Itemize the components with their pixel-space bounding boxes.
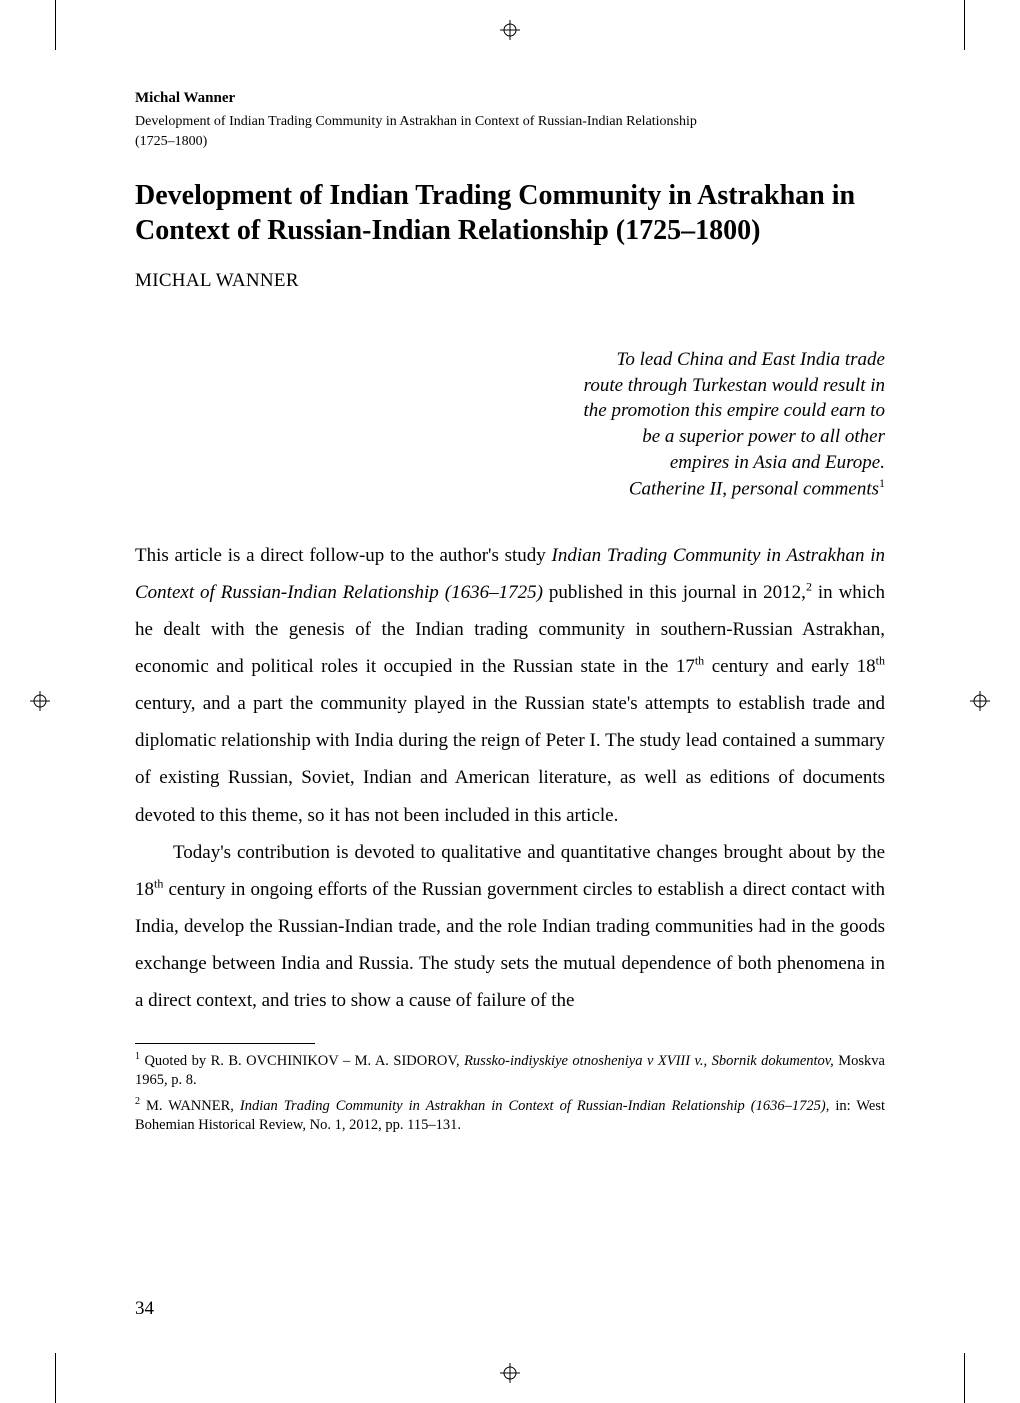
ordinal-suffix: th — [695, 654, 704, 668]
ordinal-suffix: th — [876, 654, 885, 668]
registration-mark-icon — [500, 1363, 520, 1383]
registration-mark-icon — [970, 691, 990, 711]
page-number: 34 — [135, 1298, 154, 1320]
ordinal-suffix: th — [154, 876, 163, 890]
registration-mark-icon — [500, 20, 520, 40]
author-name: MICHAL WANNER — [135, 270, 885, 292]
text-run: century and early 18 — [704, 656, 875, 677]
epigraph-line: route through Turkestan would result in — [395, 373, 885, 399]
epigraph-line: be a superior power to all other — [395, 424, 885, 450]
footnote-marker: 1 — [879, 476, 885, 490]
footnote-separator — [135, 1043, 315, 1044]
crop-mark — [55, 0, 56, 50]
text-run: Quoted by R. B. OVCHINIKOV – M. A. SIDOR… — [140, 1053, 464, 1069]
epigraph-line: empires in Asia and Europe. — [395, 450, 885, 476]
epigraph-line: the promotion this empire could earn to — [395, 398, 885, 424]
footnote: 2 M. WANNER, Indian Trading Community in… — [135, 1095, 885, 1136]
running-head-author: Michal Wanner — [135, 90, 885, 107]
text-run: century, and a part the community played… — [135, 693, 885, 825]
text-run: This article is a direct follow-up to th… — [135, 545, 552, 566]
text-italic: Russko-indiyskiye otnosheniya v XVIII v.… — [464, 1053, 834, 1069]
page-content: Michal Wanner Development of Indian Trad… — [135, 90, 885, 1320]
epigraph-line: To lead China and East India trade — [395, 347, 885, 373]
running-head-title: Development of Indian Trading Community … — [135, 111, 885, 132]
running-head-dates: (1725–1800) — [135, 134, 885, 150]
body-paragraph: This article is a direct follow-up to th… — [135, 537, 885, 833]
body-paragraph: Today's contribution is devoted to quali… — [135, 834, 885, 1019]
text-italic: Indian Trading Community in Astrakhan in… — [240, 1098, 826, 1114]
epigraph-attribution: Catherine II, personal comments1 — [395, 475, 885, 502]
text-run: century in ongoing efforts of the Russia… — [135, 879, 885, 1011]
epigraph: To lead China and East India trade route… — [395, 347, 885, 502]
epigraph-attribution-text: Catherine II, personal comments — [629, 479, 879, 500]
crop-mark — [964, 1353, 965, 1403]
text-run: M. WANNER, — [140, 1098, 240, 1114]
registration-mark-icon — [30, 691, 50, 711]
article-title: Development of Indian Trading Community … — [135, 178, 885, 248]
crop-mark — [55, 1353, 56, 1403]
crop-mark — [964, 0, 965, 50]
footnote: 1 Quoted by R. B. OVCHINIKOV – M. A. SID… — [135, 1050, 885, 1091]
text-run: published in this journal in 2012, — [543, 582, 806, 603]
